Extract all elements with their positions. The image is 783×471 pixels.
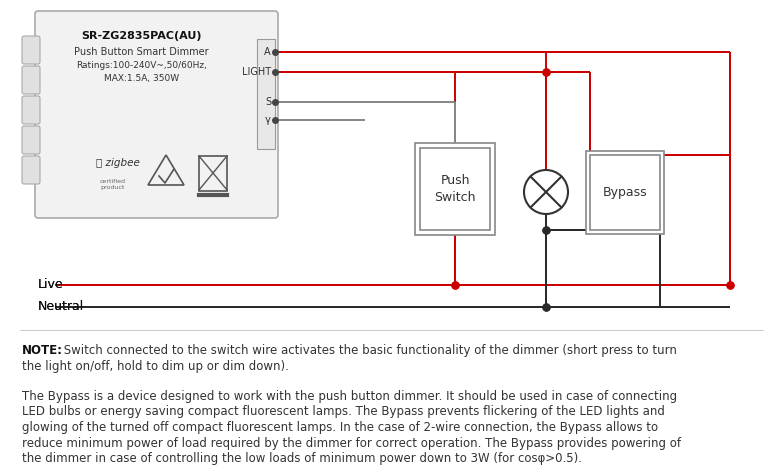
Text: Live: Live bbox=[38, 278, 63, 292]
FancyBboxPatch shape bbox=[35, 11, 278, 218]
FancyBboxPatch shape bbox=[22, 96, 40, 124]
Bar bbox=[415, 143, 495, 235]
Text: Push
Switch: Push Switch bbox=[435, 174, 476, 204]
Text: S: S bbox=[265, 97, 271, 107]
Text: Ⓣ zigbee: Ⓣ zigbee bbox=[96, 158, 140, 168]
Text: Bypass: Bypass bbox=[603, 186, 648, 199]
Text: Neutral: Neutral bbox=[38, 300, 85, 314]
Text: reduce minimum power of load required by the dimmer for correct operation. The B: reduce minimum power of load required by… bbox=[22, 437, 681, 449]
Text: the light on/off, hold to dim up or dim down).: the light on/off, hold to dim up or dim … bbox=[22, 360, 289, 373]
Text: Live: Live bbox=[38, 278, 63, 292]
Text: LED bulbs or energy saving compact fluorescent lamps. The Bypass prevents flicke: LED bulbs or energy saving compact fluor… bbox=[22, 406, 665, 419]
Bar bbox=[199, 156, 227, 191]
Text: Switch connected to the switch wire activates the basic functionality of the dim: Switch connected to the switch wire acti… bbox=[60, 344, 677, 357]
Text: Neutral: Neutral bbox=[38, 300, 85, 314]
Text: SR-ZG2835PAC(AU): SR-ZG2835PAC(AU) bbox=[81, 31, 202, 41]
Text: certified
product: certified product bbox=[100, 179, 126, 190]
FancyBboxPatch shape bbox=[22, 156, 40, 184]
FancyBboxPatch shape bbox=[22, 66, 40, 94]
Text: A: A bbox=[265, 47, 271, 57]
Text: LIGHT: LIGHT bbox=[242, 67, 271, 77]
Bar bbox=[257, 39, 275, 149]
Bar bbox=[420, 148, 490, 230]
Text: Ratings:100-240V~,50/60Hz,: Ratings:100-240V~,50/60Hz, bbox=[76, 62, 207, 71]
Circle shape bbox=[524, 170, 568, 214]
Text: NOTE:: NOTE: bbox=[22, 344, 63, 357]
Text: glowing of the turned off compact fluorescent lamps. In the case of 2-wire conne: glowing of the turned off compact fluore… bbox=[22, 421, 659, 434]
Bar bbox=[590, 155, 660, 230]
Text: Push Button Smart Dimmer: Push Button Smart Dimmer bbox=[74, 47, 209, 57]
FancyBboxPatch shape bbox=[22, 36, 40, 64]
FancyBboxPatch shape bbox=[22, 126, 40, 154]
Bar bbox=[586, 151, 664, 234]
Text: the dimmer in case of controlling the low loads of minimum power down to 3W (for: the dimmer in case of controlling the lo… bbox=[22, 452, 582, 465]
Text: γ: γ bbox=[265, 115, 271, 125]
Text: MAX:1.5A, 350W: MAX:1.5A, 350W bbox=[104, 73, 179, 82]
Text: The Bypass is a device designed to work with the push button dimmer. It should b: The Bypass is a device designed to work … bbox=[22, 390, 677, 403]
